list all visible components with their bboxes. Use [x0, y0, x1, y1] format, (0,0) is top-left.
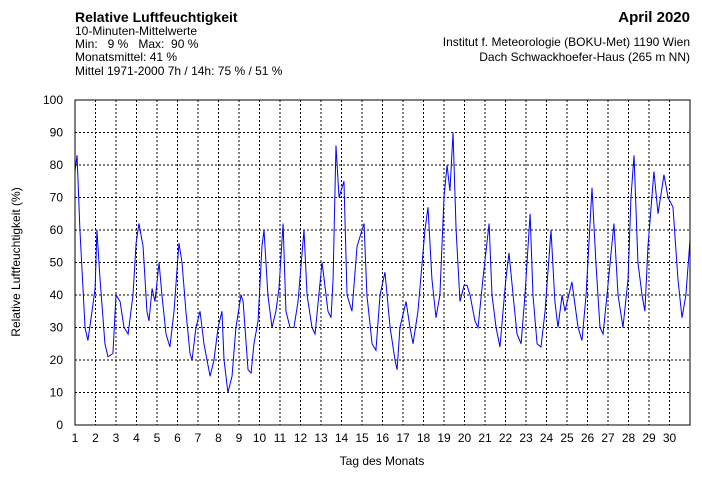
x-tick-label: 5	[154, 431, 161, 445]
x-tick-label: 15	[355, 431, 369, 445]
y-tick-label: 40	[50, 288, 64, 302]
x-tick-label: 22	[499, 431, 513, 445]
x-tick-label: 19	[437, 431, 451, 445]
x-tick-label: 3	[113, 431, 120, 445]
y-axis-label: Relative Luftfeuchtigkeit (%)	[9, 187, 23, 336]
x-tick-label: 29	[642, 431, 656, 445]
source: Institut f. Meteorologie (BOKU-Met) 1190…	[443, 35, 690, 49]
plot-frame	[74, 99, 691, 426]
y-tick-label: 50	[50, 256, 64, 270]
chart-title: Relative Luftfeuchtigkeit	[75, 9, 238, 25]
y-tick-label: 10	[50, 386, 64, 400]
x-tick-label: 10	[253, 431, 267, 445]
x-axis-label: Tag des Monats	[340, 454, 425, 468]
x-tick-label: 8	[215, 431, 222, 445]
x-tick-label: 2	[92, 431, 99, 445]
x-tick-label: 27	[601, 431, 615, 445]
subtitle: Monatsmittel: 41 %	[75, 50, 177, 64]
x-tick-label: 17	[396, 431, 410, 445]
x-tick-label: 4	[133, 431, 140, 445]
subtitle: Mittel 1971-2000 7h / 14h: 75 % / 51 %	[75, 64, 283, 78]
x-tick-label: 25	[560, 431, 574, 445]
x-tick-label: 21	[478, 431, 492, 445]
x-tick-label: 13	[314, 431, 328, 445]
x-tick-label: 11	[274, 431, 287, 445]
x-tick-label: 12	[294, 431, 308, 445]
y-tick-label: 80	[50, 158, 64, 172]
y-tick-label: 90	[50, 126, 64, 140]
subtitle: Min: 9 % Max: 90 %	[75, 37, 199, 51]
x-tick-label: 14	[335, 431, 349, 445]
x-tick-label: 28	[622, 431, 636, 445]
y-tick-label: 100	[43, 93, 63, 107]
x-tick-label: 1	[72, 431, 79, 445]
x-tick-label: 30	[663, 431, 677, 445]
x-tick-label: 26	[581, 431, 595, 445]
marks	[74, 132, 691, 393]
y-tick-label: 0	[56, 418, 63, 432]
y-tick-label: 60	[50, 223, 64, 237]
x-tick-label: 23	[519, 431, 533, 445]
data-line	[74, 132, 691, 393]
x-tick-label: 7	[195, 431, 202, 445]
x-tick-label: 9	[236, 431, 243, 445]
source: Dach Schwackhoefer-Haus (265 m NN)	[479, 50, 690, 64]
x-tick-label: 18	[417, 431, 431, 445]
period: April 2020	[618, 9, 690, 26]
y-tick-label: 70	[50, 191, 64, 205]
y-tick-label: 20	[50, 353, 64, 367]
x-tick-label: 24	[540, 431, 554, 445]
y-tick-label: 30	[50, 321, 64, 335]
x-tick-label: 20	[458, 431, 472, 445]
x-tick-label: 16	[376, 431, 390, 445]
x-tick-label: 6	[174, 431, 181, 445]
subtitle: 10-Minuten-Mittelwerte	[75, 24, 197, 38]
